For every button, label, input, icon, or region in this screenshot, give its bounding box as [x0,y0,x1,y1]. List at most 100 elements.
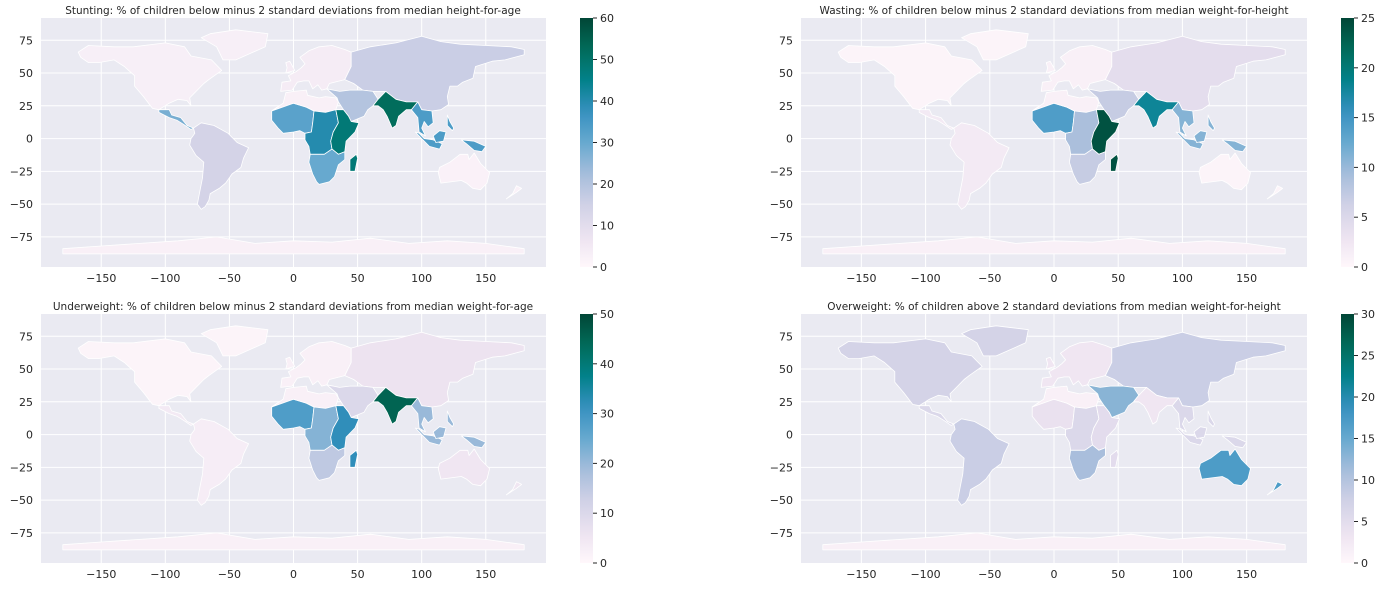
region-middle-east [1087,384,1140,418]
region-china-central-asia [1105,35,1286,112]
region-north-america [961,29,1029,61]
x-tick-label: −100 [150,272,180,285]
region-north-africa [1031,385,1100,409]
region-north-africa [271,89,339,113]
colorbar-tick-label: 0 [1361,557,1368,570]
region-central-america [918,405,955,426]
map-panel-2: −150 −100 −50 0 50 100 1507550250−25−50−75Wast… [770,5,1375,285]
map-panel-4: −150 −100 −50 0 50 100 1507550250−25−50−75Over… [770,301,1375,581]
y-tick-label: −50 [10,494,33,507]
x-tick-label: −150 [86,568,116,581]
region-europe [1045,356,1056,370]
x-tick-label: 0 [290,568,297,581]
map-regions [822,29,1286,255]
region-southeast-asia [446,114,455,132]
y-tick-label: 50 [19,67,33,80]
y-tick-label: −50 [770,494,793,507]
region-east-africa [330,109,360,155]
x-tick-label: 50 [1111,568,1125,581]
region-southeast-asia [1221,139,1247,153]
region-southeast-asia [1171,101,1195,137]
colorbar-tick-label: 30 [600,137,614,150]
region-europe [285,356,296,370]
x-tick-label: 100 [1172,272,1193,285]
region-australia [1266,185,1283,200]
region-southeast-asia [446,410,455,428]
colorbar-tick-label: 25 [1361,12,1375,25]
y-tick-label: 0 [26,429,33,442]
region-middle-east [1087,88,1140,122]
x-tick-label: −100 [910,272,940,285]
x-tick-label: −50 [218,272,241,285]
x-tick-label: 0 [1051,272,1058,285]
x-tick-label: 0 [1051,568,1058,581]
region-australia [437,448,491,487]
x-tick-label: 50 [1111,272,1125,285]
region-antarctica [62,532,525,551]
region-east-africa [349,153,359,172]
colorbar-tick-label: 5 [1361,211,1368,224]
y-tick-label: 75 [779,330,793,343]
chart-title: Stunting: % of children below minus 2 st… [65,5,521,17]
region-china-central-asia [1105,331,1286,408]
y-tick-label: −25 [10,165,33,178]
region-east-africa [1090,109,1120,155]
colorbar-tick-label: 15 [1361,433,1375,446]
region-southeast-asia [432,426,447,439]
y-tick-label: 0 [786,429,793,442]
y-tick-label: −25 [770,461,793,474]
region-south-america [189,418,250,506]
colorbar-tick-label: 20 [1361,62,1375,75]
chart-title: Wasting: % of children below minus 2 sta… [820,5,1289,17]
region-southeast-asia [1193,426,1208,439]
colorbar-tick-label: 5 [1361,516,1368,529]
y-tick-label: 75 [19,330,33,343]
colorbar [580,314,593,563]
colorbar-tick-label: 10 [600,507,614,520]
region-southern-africa [1069,444,1106,481]
region-china-central-asia [344,35,525,112]
y-tick-label: 50 [779,363,793,376]
region-southern-africa [308,148,346,185]
y-tick-label: −50 [770,198,793,211]
y-tick-label: −75 [770,527,793,540]
region-southeast-asia [460,139,487,153]
x-tick-label: 150 [1236,568,1257,581]
region-australia [505,185,522,200]
region-east-africa [349,449,359,468]
region-australia [1198,152,1251,191]
x-tick-label: 150 [475,568,496,581]
x-tick-label: 100 [1172,568,1193,581]
colorbar-tick-label: 20 [600,178,614,191]
y-tick-label: −25 [10,461,33,474]
y-tick-label: −50 [10,198,33,211]
colorbar [1341,18,1354,267]
region-central-america [158,405,194,426]
chart-title: Underweight: % of children below minus 2… [53,301,533,313]
colorbar-tick-label: 50 [600,308,614,321]
region-europe [1045,60,1056,74]
region-china-central-asia [344,331,525,408]
region-south-america [949,418,1010,506]
region-australia [1198,448,1251,487]
region-north-america [837,338,983,407]
region-middle-east [326,88,379,122]
map-regions [62,29,525,255]
region-southeast-asia [1207,114,1215,132]
region-middle-east [326,384,379,418]
region-southeast-asia [1193,130,1208,143]
region-southeast-asia [1171,397,1195,433]
x-tick-label: 150 [1236,272,1257,285]
region-north-africa [271,385,339,409]
map-panel-1: −150 −100 −50 0 50 100 1507550250−25−50−75Stun… [10,5,614,285]
y-tick-label: 50 [779,67,793,80]
x-tick-label: −150 [846,568,876,581]
y-tick-label: 25 [779,396,793,409]
y-tick-label: 0 [26,133,33,146]
region-south-asia [372,386,419,425]
x-tick-label: −150 [846,272,876,285]
y-tick-label: 0 [786,133,793,146]
region-southeast-asia [460,435,487,449]
y-tick-label: 75 [19,34,33,47]
